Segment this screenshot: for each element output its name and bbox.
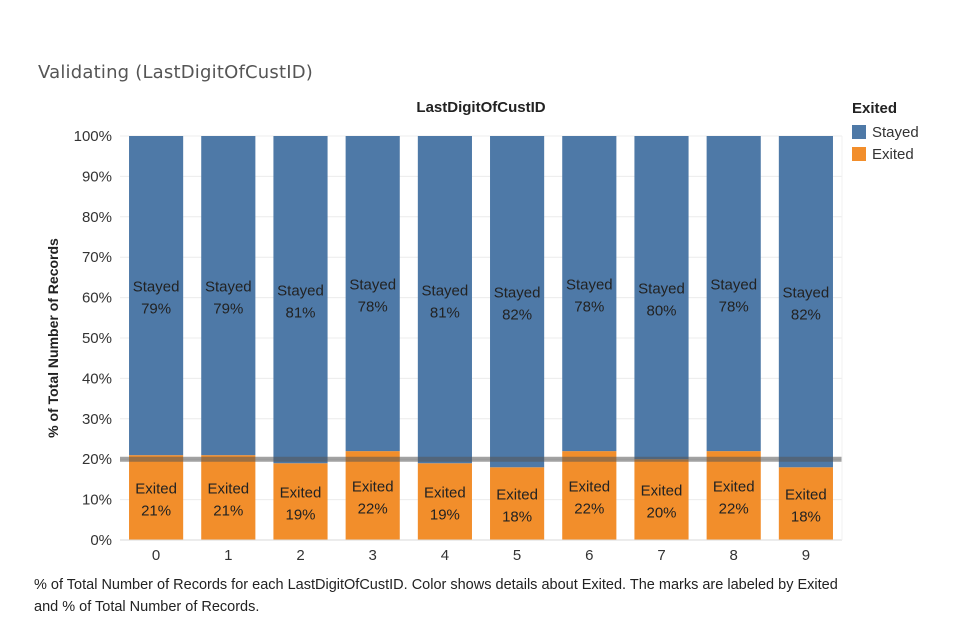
data-label-name: Stayed xyxy=(349,277,396,294)
data-label-name: Exited xyxy=(641,483,683,500)
bar-exited-8 xyxy=(706,451,761,540)
legend: Exited Stayed Exited xyxy=(852,100,919,165)
bar-exited-4 xyxy=(417,463,472,540)
data-label-name: Exited xyxy=(785,487,827,504)
data-label-value: 81% xyxy=(430,305,460,322)
bar-stayed-0 xyxy=(129,136,184,456)
y-tick-label: 50% xyxy=(82,330,112,347)
legend-label-exited: Exited xyxy=(872,145,914,163)
y-axis-label: % of Total Number of Records xyxy=(45,238,61,438)
bars xyxy=(129,136,833,540)
x-tick-label: 5 xyxy=(513,547,521,564)
x-tick-label: 6 xyxy=(585,547,593,564)
data-label-name: Stayed xyxy=(638,281,685,298)
bar-exited-1 xyxy=(201,455,256,540)
x-tick-label: 2 xyxy=(296,547,304,564)
data-label-name: Stayed xyxy=(277,283,324,300)
data-label-name: Exited xyxy=(135,481,177,498)
chart-title: Validating (LastDigitOfCustID) xyxy=(38,62,313,83)
bar-stayed-7 xyxy=(634,136,689,460)
data-label-value: 21% xyxy=(213,503,243,520)
bar-exited-6 xyxy=(562,451,617,540)
bar-stayed-5 xyxy=(490,136,545,468)
bar-stayed-4 xyxy=(417,136,472,464)
bar-exited-3 xyxy=(345,451,400,540)
y-tick-label: 20% xyxy=(82,451,112,468)
x-tick-label: 0 xyxy=(152,547,160,564)
data-label-value: 78% xyxy=(358,299,388,316)
data-label-value: 22% xyxy=(574,501,604,518)
data-label-name: Exited xyxy=(713,479,755,496)
legend-item-stayed[interactable]: Stayed xyxy=(852,121,919,143)
x-tick-label: 7 xyxy=(657,547,665,564)
data-label-name: Stayed xyxy=(494,285,541,302)
data-label-value: 82% xyxy=(791,307,821,324)
data-label-name: Exited xyxy=(424,485,466,502)
bar-exited-7 xyxy=(634,459,689,540)
bar-stayed-1 xyxy=(201,136,256,456)
stacked-bar-chart: Exited 21% Stayed 79% Exited 21% Stayed 79% Exit… xyxy=(45,99,843,564)
data-label-name: Stayed xyxy=(783,285,830,302)
column-header: LastDigitOfCustID xyxy=(416,99,545,116)
y-tick-label: 60% xyxy=(82,290,112,307)
bar-exited-2 xyxy=(273,463,328,540)
data-label-value: 80% xyxy=(646,303,676,320)
data-label-name: Exited xyxy=(352,479,394,496)
y-tick-label: 90% xyxy=(82,168,112,185)
legend-swatch-stayed xyxy=(852,125,866,139)
data-label-name: Exited xyxy=(568,479,610,496)
data-labels: Exited 21% Stayed 79% Exited 21% Stayed 79% Exit… xyxy=(133,277,830,526)
y-tick-label: 40% xyxy=(82,370,112,387)
data-label-value: 19% xyxy=(285,507,315,524)
data-label-value: 78% xyxy=(719,299,749,316)
data-label-name: Exited xyxy=(280,485,322,502)
x-tick-label: 1 xyxy=(224,547,232,564)
legend-item-exited[interactable]: Exited xyxy=(852,143,919,165)
legend-title: Exited xyxy=(852,100,898,117)
bar-stayed-9 xyxy=(778,136,833,468)
y-tick-label: 0% xyxy=(90,532,112,549)
data-label-value: 18% xyxy=(791,509,821,526)
data-label-value: 22% xyxy=(358,501,388,518)
bar-stayed-2 xyxy=(273,136,328,464)
legend-label-stayed: Stayed xyxy=(872,123,919,141)
data-label-value: 21% xyxy=(141,503,171,520)
legend-swatch-exited xyxy=(852,147,866,161)
data-label-value: 78% xyxy=(574,299,604,316)
x-tick-label: 9 xyxy=(802,547,810,564)
data-label-name: Stayed xyxy=(566,277,613,294)
data-label-value: 22% xyxy=(719,501,749,518)
data-label-value: 79% xyxy=(213,301,243,318)
y-tick-label: 100% xyxy=(74,128,112,145)
data-label-value: 19% xyxy=(430,507,460,524)
data-label-value: 82% xyxy=(502,307,532,324)
bar-stayed-3 xyxy=(345,136,400,452)
bar-exited-0 xyxy=(129,455,184,540)
data-label-name: Stayed xyxy=(205,279,252,296)
bar-stayed-6 xyxy=(562,136,617,452)
y-tick-label: 30% xyxy=(82,411,112,428)
bar-stayed-8 xyxy=(706,136,761,452)
bar-exited-9 xyxy=(778,467,833,540)
chart-caption: % of Total Number of Records for each La… xyxy=(34,577,838,615)
data-label-value: 81% xyxy=(285,305,315,322)
data-label-name: Stayed xyxy=(422,283,469,300)
data-label-value: 20% xyxy=(646,505,676,522)
y-tick-label: 80% xyxy=(82,209,112,226)
data-label-value: 18% xyxy=(502,509,532,526)
data-label-name: Exited xyxy=(496,487,538,504)
bar-exited-5 xyxy=(490,467,545,540)
x-tick-label: 8 xyxy=(730,547,738,564)
y-tick-label: 70% xyxy=(82,249,112,266)
axes: LastDigitOfCustID0%10%20%30%40%50%60%70%… xyxy=(45,99,843,564)
data-label-value: 79% xyxy=(141,301,171,318)
data-label-name: Stayed xyxy=(710,277,757,294)
data-label-name: Stayed xyxy=(133,279,180,296)
y-tick-label: 10% xyxy=(82,492,112,509)
data-label-name: Exited xyxy=(207,481,249,498)
x-tick-label: 3 xyxy=(369,547,377,564)
x-tick-label: 4 xyxy=(441,547,449,564)
